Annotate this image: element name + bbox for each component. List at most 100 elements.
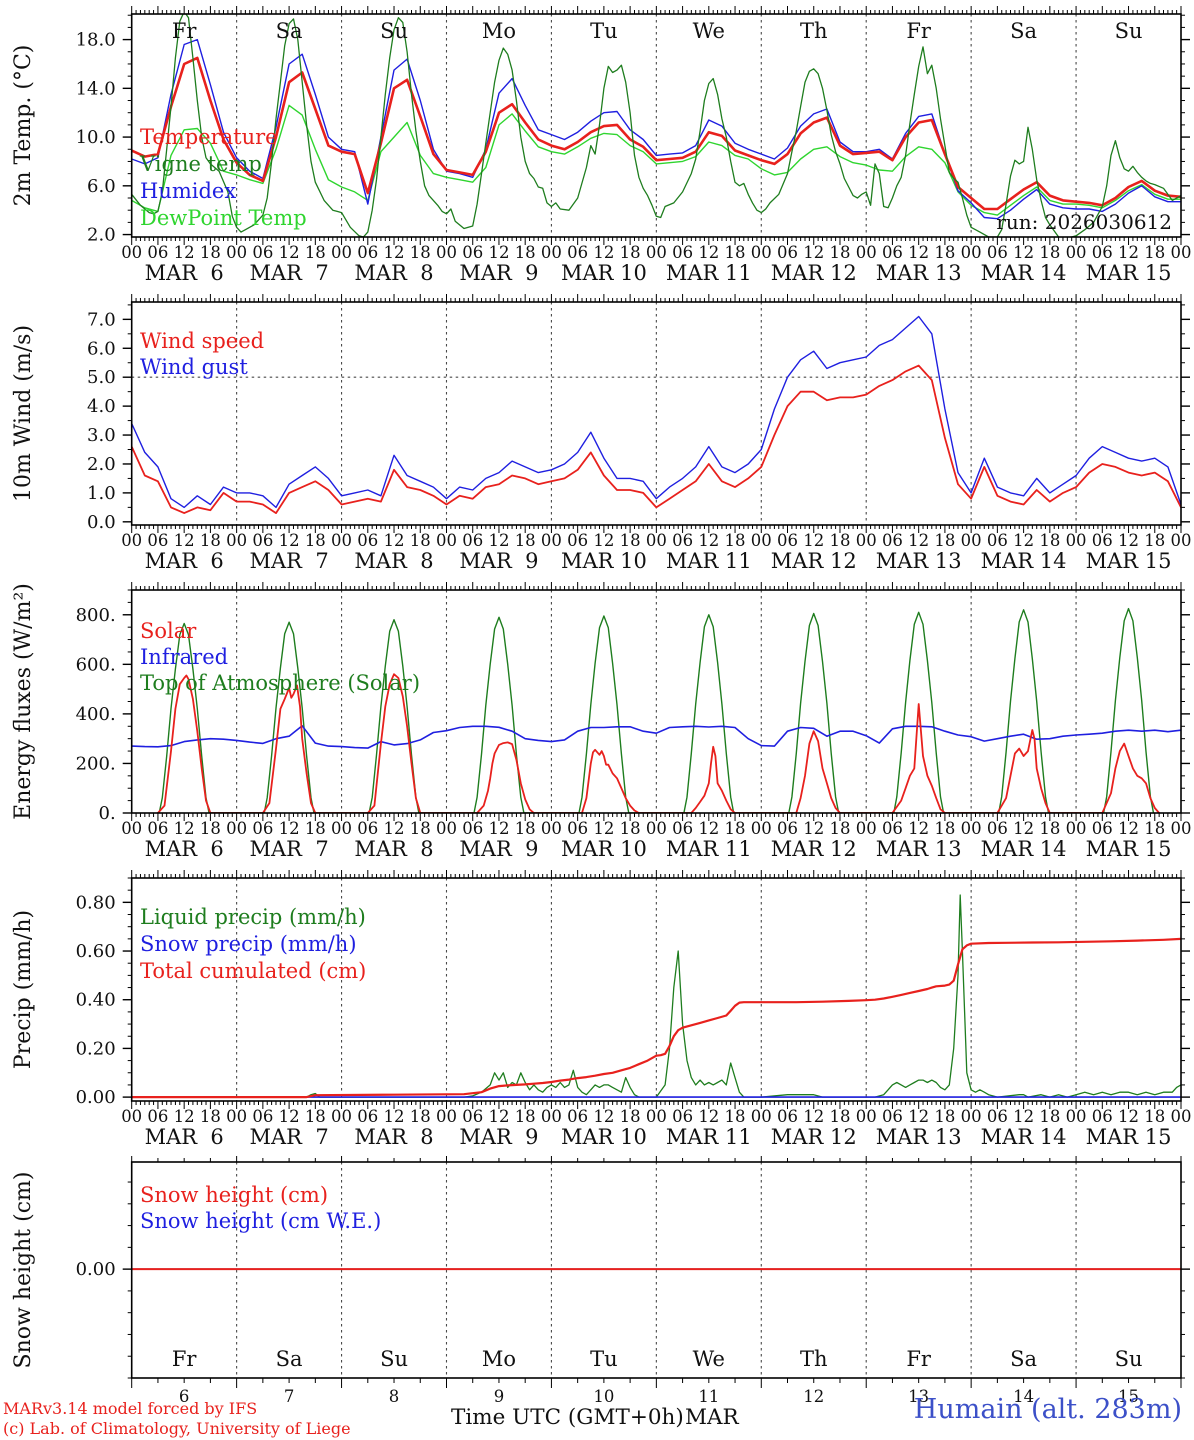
date-label: MAR 14 bbox=[981, 837, 1067, 861]
hour-label: 00 bbox=[436, 531, 457, 550]
hour-label: 12 bbox=[174, 531, 195, 550]
hour-label: 00 bbox=[1171, 819, 1192, 838]
hour-label: 12 bbox=[803, 819, 824, 838]
hour-label: 18 bbox=[305, 819, 326, 838]
hour-label: 18 bbox=[1039, 243, 1060, 262]
hour-label: 06 bbox=[882, 531, 903, 550]
date-label: MAR 8 bbox=[354, 261, 433, 285]
day-name-label: Su bbox=[1115, 1347, 1143, 1371]
hour-label: 06 bbox=[462, 1107, 483, 1126]
day-name-label: Sa bbox=[276, 1347, 303, 1371]
hour-label: 00 bbox=[331, 819, 352, 838]
day-name-label: Fr bbox=[172, 19, 198, 43]
hour-label: 18 bbox=[410, 531, 431, 550]
hour-label: 12 bbox=[279, 531, 300, 550]
date-label: MAR 12 bbox=[771, 1125, 857, 1149]
date-label: MAR 11 bbox=[666, 549, 752, 573]
hour-label: 06 bbox=[777, 1107, 798, 1126]
panel-frame bbox=[130, 877, 1182, 1102]
hour-label: 00 bbox=[541, 1107, 562, 1126]
hour-label: 12 bbox=[1118, 819, 1139, 838]
hour-label: 00 bbox=[961, 243, 982, 262]
day-name-label: We bbox=[693, 19, 725, 43]
hour-label: 12 bbox=[488, 1107, 509, 1126]
day-name-label: Su bbox=[1115, 19, 1143, 43]
hour-label: 12 bbox=[593, 819, 614, 838]
hour-label: 00 bbox=[961, 819, 982, 838]
hour-label: 00 bbox=[436, 1107, 457, 1126]
hour-label: 18 bbox=[515, 819, 536, 838]
hour-label: 00 bbox=[1171, 243, 1192, 262]
hour-label: 18 bbox=[934, 1107, 955, 1126]
hour-label: 12 bbox=[698, 243, 719, 262]
hour-label: 18 bbox=[934, 243, 955, 262]
hour-label: 00 bbox=[541, 531, 562, 550]
hour-label: 12 bbox=[1013, 243, 1034, 262]
y-axis-title: 2m Temp. (°C) bbox=[11, 45, 36, 207]
hour-label: 00 bbox=[646, 243, 667, 262]
hour-label: 12 bbox=[1118, 531, 1139, 550]
day-number-label: 12 bbox=[803, 1387, 824, 1406]
hour-label: 18 bbox=[725, 819, 746, 838]
hour-label: 12 bbox=[279, 819, 300, 838]
y-tick-label: 5.0 bbox=[87, 367, 116, 388]
date-label: MAR 12 bbox=[771, 549, 857, 573]
hour-label: 12 bbox=[384, 243, 405, 262]
hour-label: 12 bbox=[384, 531, 405, 550]
hour-label: 12 bbox=[593, 531, 614, 550]
date-label: MAR 7 bbox=[249, 837, 328, 861]
hour-label: 00 bbox=[1066, 819, 1087, 838]
y-tick-label: 2.0 bbox=[87, 225, 116, 246]
hour-label: 18 bbox=[829, 819, 850, 838]
hour-label: 06 bbox=[672, 531, 693, 550]
hour-label: 00 bbox=[646, 531, 667, 550]
hour-label: 12 bbox=[698, 819, 719, 838]
hour-label: 18 bbox=[829, 243, 850, 262]
hour-label: 18 bbox=[410, 819, 431, 838]
day-name-label: Th bbox=[800, 19, 828, 43]
day-number-label: 13 bbox=[908, 1387, 929, 1406]
date-label: MAR 14 bbox=[981, 549, 1067, 573]
date-label: MAR 12 bbox=[771, 261, 857, 285]
hour-label: 18 bbox=[620, 531, 641, 550]
hour-label: 06 bbox=[147, 1107, 168, 1126]
y-tick-label: 200. bbox=[76, 753, 116, 774]
hour-label: 06 bbox=[882, 819, 903, 838]
hour-label: 06 bbox=[357, 1107, 378, 1126]
hour-label: 00 bbox=[226, 243, 247, 262]
hour-label: 18 bbox=[200, 531, 221, 550]
hour-label: 06 bbox=[672, 243, 693, 262]
series-solar bbox=[157, 673, 1160, 813]
hour-label: 18 bbox=[620, 1107, 641, 1126]
hour-label: 00 bbox=[751, 531, 772, 550]
hour-label: 00 bbox=[856, 531, 877, 550]
hour-label: 06 bbox=[147, 243, 168, 262]
day-name-label: Mo bbox=[482, 1347, 516, 1371]
day-number-label: 15 bbox=[1118, 1387, 1139, 1406]
panel-frame bbox=[130, 301, 1182, 526]
y-axis-title: Precip (mm/h) bbox=[11, 910, 36, 1069]
hour-label: 06 bbox=[252, 531, 273, 550]
day-name-label: Tu bbox=[590, 1347, 618, 1371]
hour-label: 12 bbox=[488, 243, 509, 262]
hour-label: 12 bbox=[1013, 1107, 1034, 1126]
y-tick-label: 0.00 bbox=[76, 1087, 116, 1108]
day-name-label: Sa bbox=[1010, 19, 1037, 43]
hour-label: 06 bbox=[987, 531, 1008, 550]
hour-label: 00 bbox=[226, 819, 247, 838]
hour-label: 18 bbox=[725, 243, 746, 262]
hour-label: 00 bbox=[331, 1107, 352, 1126]
hour-label: 18 bbox=[305, 1107, 326, 1126]
hour-label: 18 bbox=[410, 243, 431, 262]
hour-label: 18 bbox=[200, 1107, 221, 1126]
date-label: MAR 7 bbox=[249, 261, 328, 285]
hour-label: 06 bbox=[252, 1107, 273, 1126]
hour-label: 06 bbox=[357, 531, 378, 550]
series-infrared bbox=[131, 725, 1182, 749]
date-label: MAR 13 bbox=[876, 1125, 962, 1149]
hour-label: 06 bbox=[252, 819, 273, 838]
hour-label: 06 bbox=[357, 819, 378, 838]
hour-label: 00 bbox=[1171, 1107, 1192, 1126]
